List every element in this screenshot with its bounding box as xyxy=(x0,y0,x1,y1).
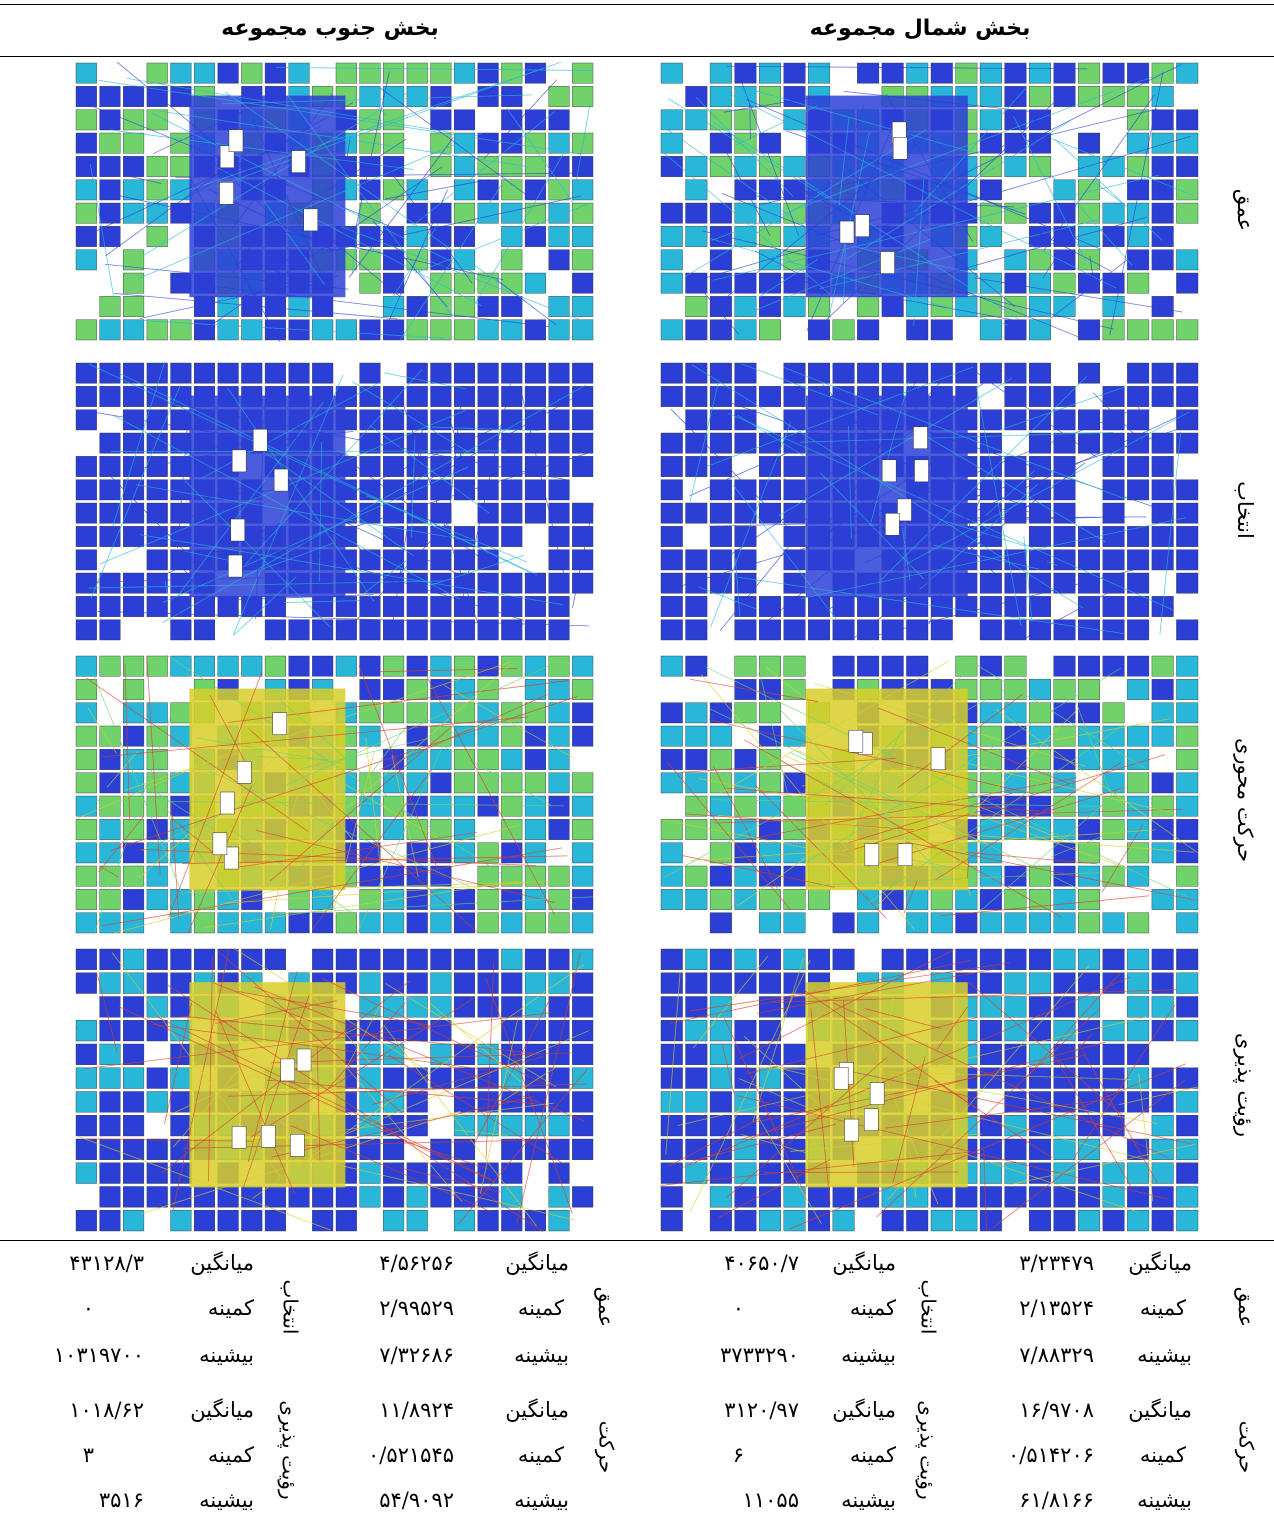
stats-north-choice-min: ۰ xyxy=(732,1296,744,1320)
stats-top-rule xyxy=(0,1240,1274,1241)
stats-north-depth-label: عمق xyxy=(1234,1286,1258,1328)
stats-south-depth-mean-label: میانگین xyxy=(505,1251,569,1275)
map-south-depth xyxy=(75,62,595,342)
stats-north-choice-label: انتخاب xyxy=(916,1279,940,1335)
stats-north-visibility-max-label: بیشینه xyxy=(841,1488,896,1512)
stats-south-visibility-min-label: کمینه xyxy=(207,1443,254,1467)
stats-north-depth-mean-label: میانگین xyxy=(1128,1251,1192,1275)
stats-south-visibility-min: ۳ xyxy=(82,1443,94,1467)
stats-north-depth-max: ۷/۸۸۳۲۹ xyxy=(1019,1343,1094,1367)
stats-north-movement-label: حرکت xyxy=(1234,1420,1258,1474)
floor-plan xyxy=(75,62,594,342)
stats-north-depth-min-label: کمینه xyxy=(1139,1296,1186,1320)
floor-plan xyxy=(660,62,1199,341)
top-rule xyxy=(0,4,1274,5)
stats-south-choice-mean-label: میانگین xyxy=(190,1251,254,1275)
stats-south-choice-min: ۰ xyxy=(82,1296,94,1320)
map-south-movement xyxy=(75,655,595,935)
map-north-movement xyxy=(660,655,1200,935)
floor-plan xyxy=(660,655,1199,934)
stats-north-movement-mean: ۱۶/۹۷۰۸ xyxy=(1019,1398,1094,1422)
stats-south-movement-mean: ۱۱/۸۹۲۴ xyxy=(379,1398,454,1422)
header-north: بخش شمال مجموعه xyxy=(809,16,1031,41)
stats-south-visibility-label: رؤیت پذیری xyxy=(278,1400,303,1500)
stats-south-visibility-max-label: بیشینه xyxy=(199,1488,254,1512)
stats-north-movement-min-label: کمینه xyxy=(1139,1443,1186,1467)
stats-north-choice-mean: ۴۰۶۵۰/۷ xyxy=(724,1251,799,1275)
stats-north-choice-max: ۳۷۳۳۲۹۰ xyxy=(720,1343,799,1367)
stats-south-choice-min-label: کمینه xyxy=(207,1296,254,1320)
stats-south-movement-max-label: بیشینه xyxy=(514,1488,569,1512)
floor-plan xyxy=(660,362,1199,641)
stats-north-choice-mean-label: میانگین xyxy=(832,1251,896,1275)
map-south-visibility xyxy=(75,948,595,1233)
stats-south-movement-label: حرکت xyxy=(594,1420,618,1474)
stats-north-depth-mean: ۳/۲۳۴۷۹ xyxy=(1019,1251,1094,1275)
stats-south-choice-max-label: بیشینه xyxy=(199,1343,254,1367)
stats-north-depth-max-label: بیشینه xyxy=(1137,1343,1192,1367)
stats-north-movement-mean-label: میانگین xyxy=(1128,1398,1192,1422)
stats-south-movement-min-label: کمینه xyxy=(517,1443,564,1467)
floor-plan xyxy=(75,655,594,935)
stats-south-visibility-mean: ۱۰۱۸/۶۲ xyxy=(69,1398,144,1422)
stats-south-depth-max-label: بیشینه xyxy=(514,1343,569,1367)
stats-north-depth-min: ۲/۱۳۵۲۴ xyxy=(1019,1296,1094,1320)
stats-south-visibility-max: ۳۵۱۶ xyxy=(98,1488,144,1512)
stats-south-visibility-mean-label: میانگین xyxy=(190,1398,254,1422)
stats-north-choice-min-label: کمینه xyxy=(849,1296,896,1320)
header-south: بخش جنوب مجموعه xyxy=(221,16,439,41)
map-north-depth xyxy=(660,62,1200,342)
stats-north-visibility-min: ۶ xyxy=(732,1443,744,1467)
stats-south-movement-max: ۵۴/۹۰۹۲ xyxy=(379,1488,454,1512)
floor-plan xyxy=(660,948,1200,1232)
stats-north-choice-max-label: بیشینه xyxy=(841,1343,896,1367)
stats-north-visibility-label: رؤیت پذیری xyxy=(916,1400,941,1500)
row-label-depth: عمق xyxy=(1233,188,1257,232)
floor-plan xyxy=(75,948,594,1232)
stats-north-visibility-max: ۱۱۰۵۵ xyxy=(742,1488,799,1512)
stats-north-movement-max: ۶۱/۸۱۶۶ xyxy=(1019,1488,1094,1512)
row-label-choice: انتخاب xyxy=(1233,481,1257,539)
stats-north-visibility-min-label: کمینه xyxy=(849,1443,896,1467)
stats-south-movement-mean-label: میانگین xyxy=(505,1398,569,1422)
stats-north-movement-max-label: بیشینه xyxy=(1137,1488,1192,1512)
stats-north-visibility-mean-label: میانگین xyxy=(832,1398,896,1422)
stats-south-depth-min-label: کمینه xyxy=(517,1296,564,1320)
floor-plan xyxy=(75,362,594,641)
row-label-movement: حرکت محوری xyxy=(1233,737,1257,863)
stats-south-depth-min: ۲/۹۹۵۲۹ xyxy=(379,1296,454,1320)
stats-north-visibility-mean: ۳۱۲۰/۹۷ xyxy=(724,1398,799,1422)
stats-south-depth-mean: ۴/۵۶۲۵۶ xyxy=(379,1251,454,1275)
header-rule xyxy=(0,56,1274,57)
map-north-visibility xyxy=(660,948,1200,1233)
stats-south-choice-label: انتخاب xyxy=(278,1279,302,1335)
stats-north-movement-min: ۰/۵۱۴۲۰۶ xyxy=(1007,1443,1094,1467)
map-north-choice xyxy=(660,362,1200,642)
map-south-choice xyxy=(75,362,595,642)
row-label-visibility: رؤیت پذیری xyxy=(1233,1032,1258,1138)
stats-south-movement-min: ۰/۵۲۱۵۴۵ xyxy=(367,1443,454,1467)
stats-south-depth-max: ۷/۳۲۶۸۶ xyxy=(379,1343,454,1367)
stats-south-choice-mean: ۴۳۱۲۸/۳ xyxy=(69,1251,144,1275)
stats-south-depth-label: عمق xyxy=(594,1286,618,1328)
stats-south-choice-max: ۱۰۳۱۹۷۰۰ xyxy=(53,1343,144,1367)
